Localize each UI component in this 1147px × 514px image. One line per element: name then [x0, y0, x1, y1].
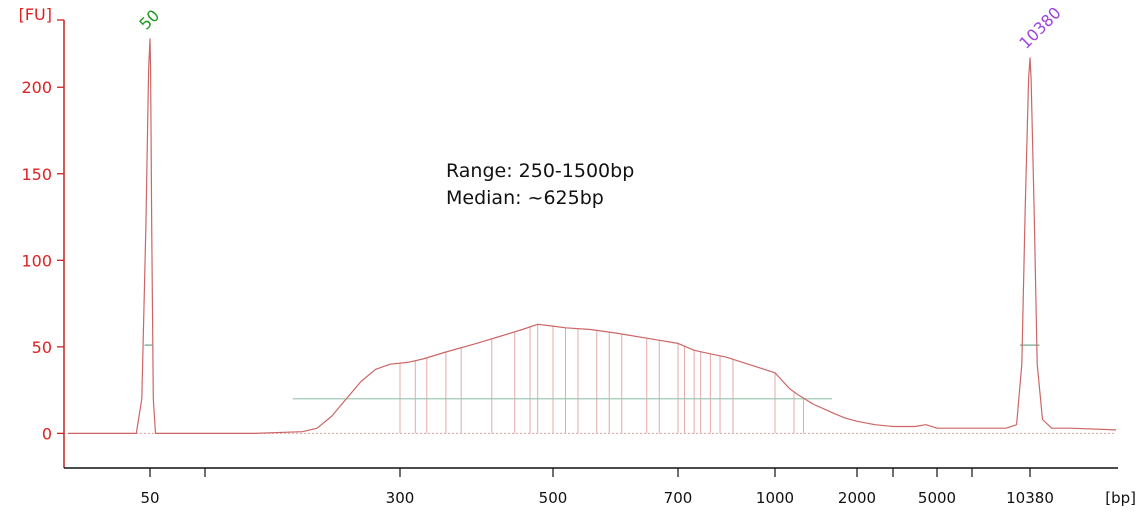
- x-tick-label: 5000: [918, 489, 956, 507]
- y-axis-label: [FU]: [19, 5, 52, 24]
- peak-label: 10380: [1015, 3, 1064, 52]
- x-tick-label: 2000: [838, 489, 876, 507]
- x-tick-label: 1000: [756, 489, 794, 507]
- x-tick-label: 300: [386, 489, 415, 507]
- x-tick-label: 50: [140, 489, 159, 507]
- x-axis-label: [bp]: [1105, 489, 1136, 507]
- annotation-median: Median: ~625bp: [446, 187, 604, 209]
- axes: 0 50 100 150 200 [FU] 50 300 500 700 1000 2000 5000 1…: [19, 5, 1136, 507]
- y-tick-label: 150: [21, 165, 52, 184]
- chart-labels: Range: 250-1500bp Median: ~625bp: [446, 160, 634, 209]
- x-tick-label: 10380: [1006, 489, 1054, 507]
- y-tick-label: 100: [21, 251, 52, 270]
- plot-area: 50 10380: [68, 3, 1117, 434]
- y-tick-label: 200: [21, 78, 52, 97]
- x-tick-label: 700: [664, 489, 693, 507]
- peak-label: 50: [135, 6, 163, 34]
- x-tick-label: 500: [539, 489, 568, 507]
- y-tick-label: 50: [32, 338, 52, 357]
- annotation-range: Range: 250-1500bp: [446, 160, 634, 182]
- y-tick-label: 0: [42, 424, 52, 443]
- trace-line: [68, 38, 1117, 434]
